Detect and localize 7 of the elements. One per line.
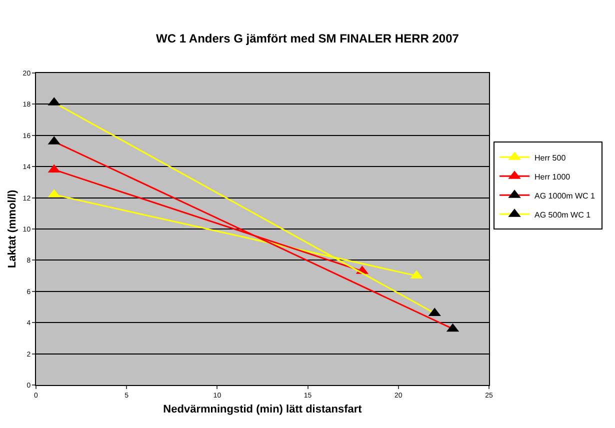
chart-title: WC 1 Anders G jämfört med SM FINALER HERR 2007: [156, 32, 460, 46]
y-axis-title: Laktat (mmol/l): [6, 190, 18, 268]
legend-label: Herr 500: [534, 153, 566, 162]
x-axis-title: Nedvärmningstid (min) lätt distansfart: [163, 404, 362, 416]
legend-label: AG 1000m WC 1: [534, 191, 596, 200]
legend-label: AG 500m WC 1: [534, 210, 592, 220]
legend-label: Herr 1000: [534, 172, 571, 182]
